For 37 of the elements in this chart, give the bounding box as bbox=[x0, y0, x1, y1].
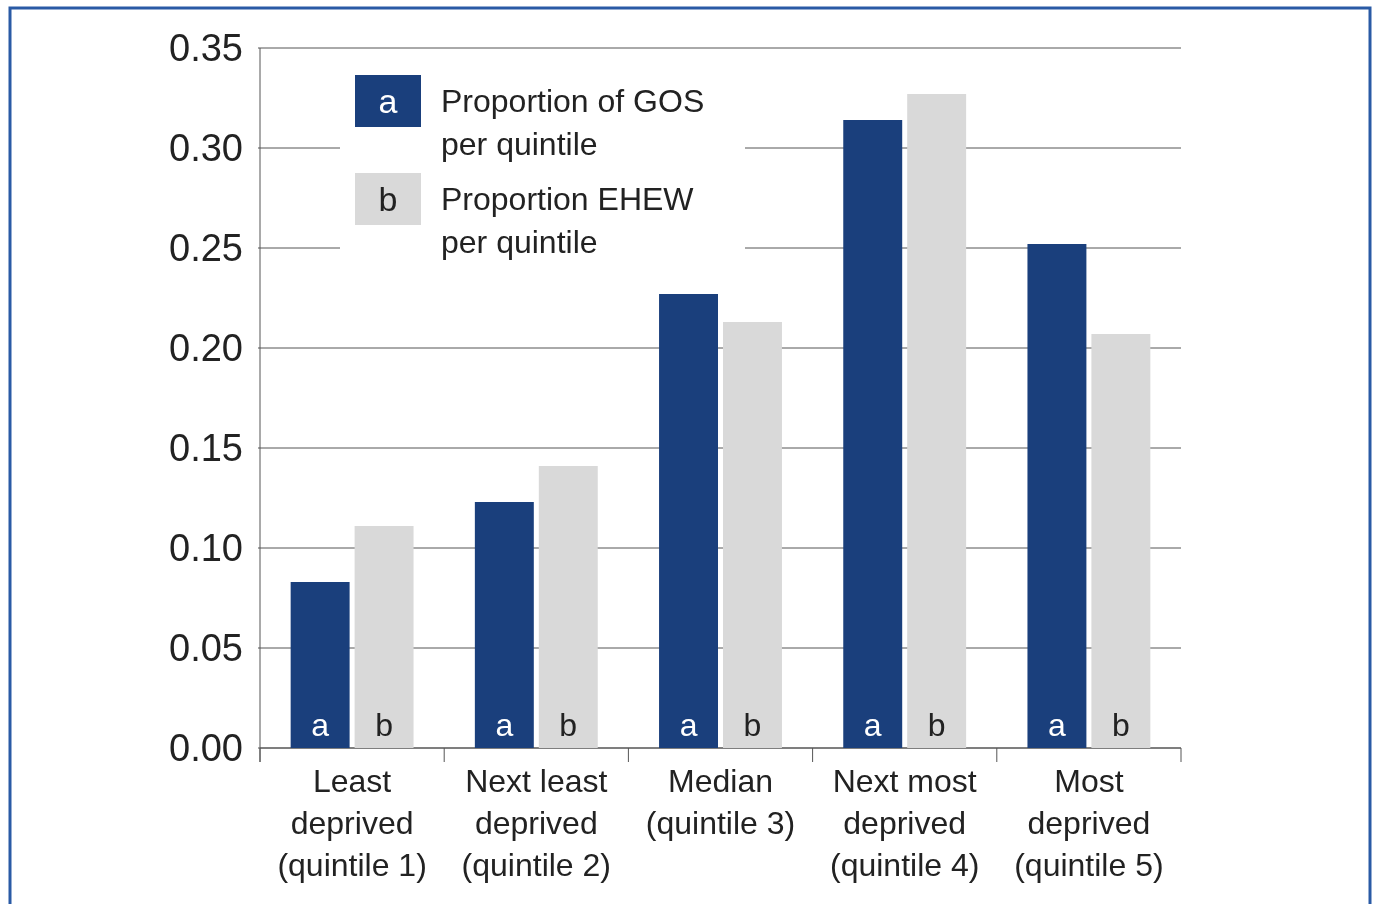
bar bbox=[843, 120, 903, 748]
bar bbox=[354, 526, 414, 748]
bar bbox=[1091, 334, 1151, 748]
y-tick-label: 0.00 bbox=[169, 727, 243, 770]
y-tick-label: 0.35 bbox=[169, 27, 243, 70]
x-tick-label: Most deprived (quintile 5) bbox=[1014, 763, 1164, 883]
y-tick-label: 0.20 bbox=[169, 327, 243, 370]
y-tick-label: 0.25 bbox=[169, 227, 243, 270]
x-tick-label: Next least deprived (quintile 2) bbox=[461, 763, 611, 883]
x-tick-label: Median (quintile 3) bbox=[645, 763, 796, 841]
text: a bbox=[378, 82, 398, 120]
y-tick-label: 0.05 bbox=[169, 627, 243, 670]
bar bbox=[538, 466, 598, 748]
bar bbox=[723, 322, 782, 748]
x-tick-label: Least deprived (quintile 1) bbox=[277, 763, 427, 883]
text: b bbox=[378, 180, 398, 218]
annotation: a bbox=[311, 707, 330, 743]
text: b bbox=[927, 707, 946, 743]
bar bbox=[907, 94, 967, 748]
y-tick-label: 0.15 bbox=[169, 427, 243, 470]
legend-label: Proportion EHEW per quintile bbox=[441, 181, 695, 260]
bar bbox=[290, 582, 350, 748]
text: a bbox=[679, 707, 698, 743]
bar bbox=[659, 294, 718, 748]
text: a bbox=[495, 707, 514, 743]
text: b bbox=[743, 707, 762, 743]
y-tick-label: 0.30 bbox=[169, 127, 243, 170]
text: a bbox=[1048, 707, 1066, 743]
legend-label: Proportion of GOS per quintile bbox=[441, 83, 705, 162]
y-tick-label: 0.10 bbox=[169, 527, 243, 570]
text: a bbox=[863, 707, 882, 743]
bar bbox=[474, 502, 534, 748]
annotation: b bbox=[375, 707, 393, 743]
text: b bbox=[559, 707, 578, 743]
bar bbox=[1027, 244, 1087, 748]
text: b bbox=[1111, 707, 1130, 743]
x-tick-label: Next most deprived (quintile 4) bbox=[830, 763, 980, 883]
